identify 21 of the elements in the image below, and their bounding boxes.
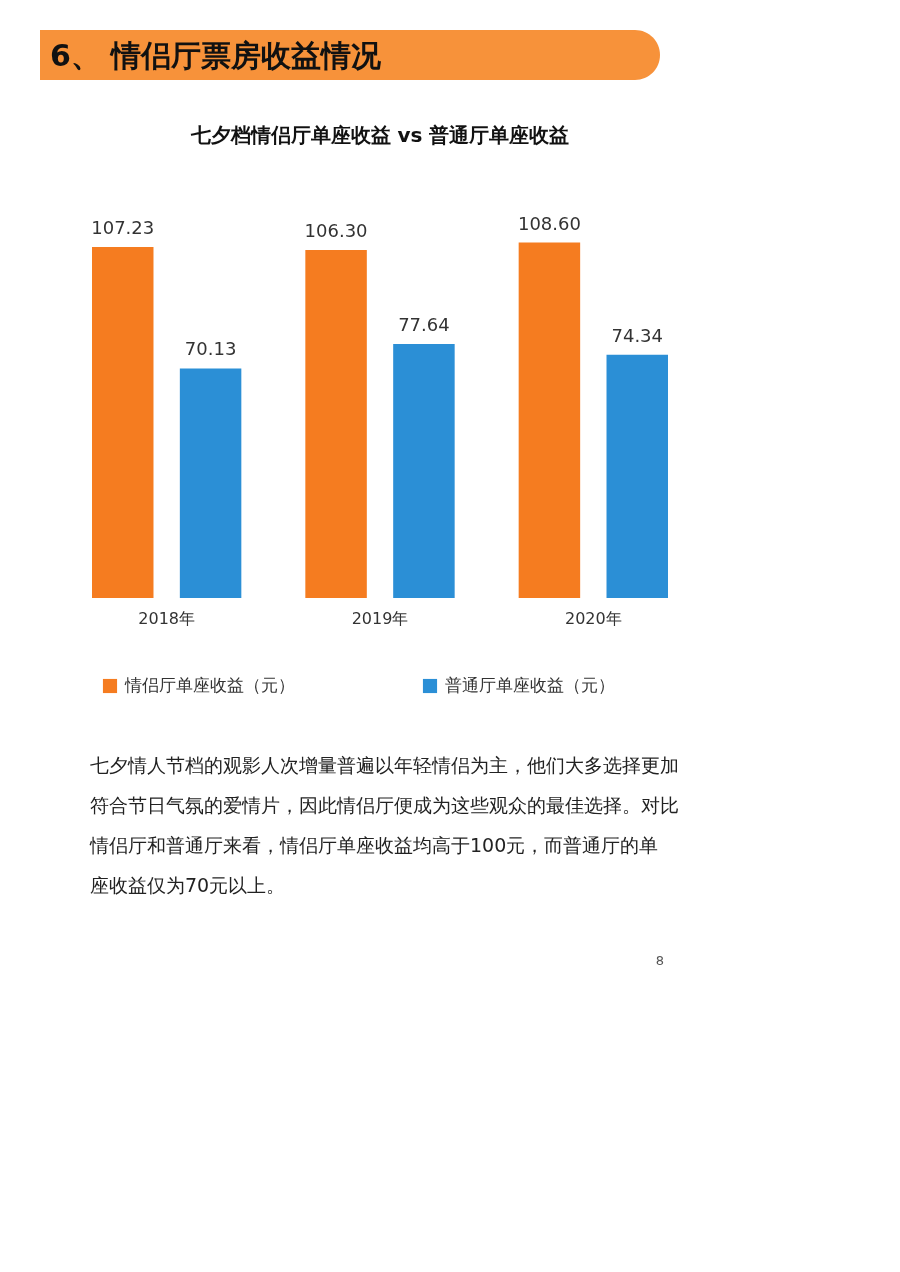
- chart-subtitle: 七夕档情侣厅单座收益 vs 普通厅单座收益: [189, 122, 570, 147]
- bar: [606, 354, 668, 598]
- bar: [305, 250, 367, 598]
- bar: [518, 242, 581, 598]
- x-tick-label: 2020年: [564, 608, 622, 628]
- data-label: 74.34: [611, 324, 664, 346]
- data-label: 108.60: [517, 212, 581, 234]
- legend-label: 普通厅单座收益（元）: [445, 675, 615, 695]
- bar: [92, 247, 154, 598]
- bar: [179, 368, 242, 598]
- data-label: 70.13: [184, 338, 237, 360]
- data-label: 107.23: [91, 217, 155, 239]
- bar: [393, 343, 455, 598]
- data-label: 106.30: [304, 220, 368, 242]
- data-label: 77.64: [398, 313, 450, 335]
- x-tick-label: 2018年: [138, 608, 196, 628]
- text: 七夕情人节档的观影人次增量普遍以年轻情侣为主，他们大多选择更加符合节日气氛的爱情片，因此情侣厅便成为这些观众的最佳选择。对比情侣厅和普通厅来看，情侣厅单座收益均高于100元，而普通厅的单座收益仅为70元以上。: [89, 754, 679, 896]
- text: 8: [655, 953, 665, 968]
- chart-title: 6、 情侣厅票房收益情况: [50, 38, 383, 73]
- x-tick-label: 2019年: [351, 608, 409, 628]
- legend-label: 情侣厅单座收益（元）: [124, 675, 295, 695]
